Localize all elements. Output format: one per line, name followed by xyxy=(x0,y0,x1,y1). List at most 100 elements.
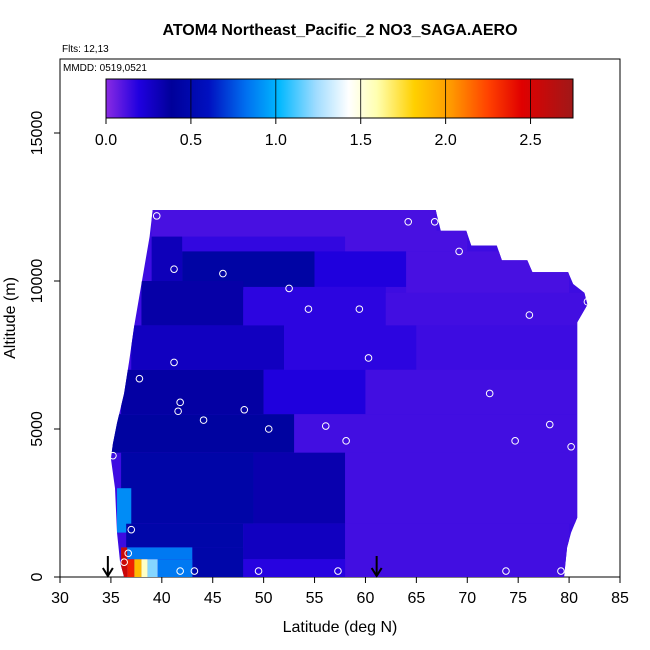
sample-point xyxy=(176,567,184,575)
heatmap-cell xyxy=(294,414,580,453)
heatmap-cell xyxy=(243,286,386,326)
sample-points xyxy=(109,212,592,575)
x-tick-label: 85 xyxy=(611,590,629,607)
sample-point xyxy=(174,407,182,416)
heatmap-cell xyxy=(284,325,417,370)
heatmap-cell xyxy=(345,452,580,524)
y-axis: 0 5000 10000 15000 xyxy=(29,111,60,581)
x-tick-label: 65 xyxy=(407,590,425,607)
y-tick-label: 5000 xyxy=(29,411,46,447)
sample-point xyxy=(219,269,227,278)
heatmap-cell xyxy=(243,523,346,560)
y-tick-label: 10000 xyxy=(29,259,46,304)
heatmap-cell xyxy=(192,547,244,577)
heatmap-cell xyxy=(385,292,588,326)
dates-label: MMDD: 0519,0521 xyxy=(63,63,147,74)
x-tick-label: 30 xyxy=(51,590,69,607)
heatmap-layer xyxy=(110,210,588,577)
heatmap-cell xyxy=(131,325,284,370)
y-tick-label: 15000 xyxy=(29,111,46,156)
heatmap-cell xyxy=(141,559,148,577)
x-tick-label: 35 xyxy=(102,590,120,607)
y-axis-label: Altitude (m) xyxy=(2,277,19,359)
sample-point xyxy=(199,416,208,424)
sample-point xyxy=(190,567,199,575)
heatmap-cell xyxy=(416,325,580,370)
sample-point xyxy=(355,305,364,313)
sample-point xyxy=(557,567,565,575)
heatmap-cell xyxy=(121,452,254,524)
heatmap-cell xyxy=(121,547,193,560)
heatmap-cell xyxy=(110,414,295,453)
sample-point xyxy=(404,218,413,226)
heatmap-cell xyxy=(243,559,346,577)
x-tick-label: 45 xyxy=(204,590,222,607)
heatmap-cell xyxy=(263,369,366,415)
x-tick-label: 70 xyxy=(458,590,476,607)
colorbar-tick-label: 2.5 xyxy=(519,132,541,149)
sample-point xyxy=(120,558,128,567)
sample-point xyxy=(511,437,519,445)
x-tick-label: 55 xyxy=(306,590,324,607)
chart-title: ATOM4 Northeast_Pacific_2 NO3_SAGA.AERO xyxy=(162,22,517,39)
sample-point xyxy=(502,567,510,575)
sample-point xyxy=(364,354,373,362)
heatmap-cell xyxy=(141,281,244,326)
sample-point xyxy=(334,567,342,575)
y-tick-label: 0 xyxy=(29,572,46,581)
heatmap-cell xyxy=(157,559,193,577)
heatmap-cell xyxy=(314,251,407,287)
colorbar-tick-label: 2.0 xyxy=(435,132,457,149)
heatmap-cell xyxy=(127,559,135,577)
sample-point xyxy=(127,525,136,534)
x-tick-label: 60 xyxy=(357,590,375,607)
sample-point xyxy=(264,425,273,433)
x-tick-label: 80 xyxy=(560,590,578,607)
sample-point xyxy=(545,420,554,429)
sample-point xyxy=(455,247,463,256)
heatmap-cell xyxy=(345,523,570,577)
colorbar-tick-label: 0.5 xyxy=(180,132,202,149)
heatmap-cell xyxy=(151,236,183,281)
sample-point xyxy=(170,358,178,367)
colorbar-gradient xyxy=(105,78,574,119)
colorbar: 0.0 0.5 1.0 1.5 2.0 2.5 xyxy=(95,78,574,149)
x-tick-label: 40 xyxy=(153,590,171,607)
heatmap-cell xyxy=(117,488,132,533)
sample-point xyxy=(176,398,184,407)
sample-point xyxy=(485,389,494,398)
sample-point xyxy=(152,212,161,220)
x-tick-label: 50 xyxy=(255,590,273,607)
sample-point xyxy=(430,218,439,226)
sample-point xyxy=(304,305,313,313)
colorbar-tick-label: 0.0 xyxy=(95,132,117,149)
flights-label: Flts: 12,13 xyxy=(62,44,109,55)
x-tick-label: 75 xyxy=(509,590,527,607)
sample-point xyxy=(170,265,178,273)
sample-point xyxy=(525,311,534,319)
sample-point xyxy=(567,442,575,451)
x-axis-label: Latitude (deg N) xyxy=(283,619,398,636)
sample-point xyxy=(342,437,350,445)
sample-point xyxy=(285,284,293,293)
flight-arrow-icon xyxy=(370,556,383,578)
flight-arrow-icon xyxy=(102,556,114,578)
heatmap-cell xyxy=(406,251,570,296)
heatmap-cell xyxy=(182,236,346,252)
sample-point xyxy=(321,422,330,430)
heatmap-cell xyxy=(345,230,468,252)
flight-arrows xyxy=(102,556,383,578)
sample-point xyxy=(240,405,249,414)
colorbar-tick-label: 1.0 xyxy=(265,132,287,149)
heatmap-cell xyxy=(147,559,158,577)
sample-point xyxy=(254,567,263,575)
sample-point xyxy=(109,451,117,460)
heatmap-cell xyxy=(134,559,142,577)
heatmap-cell xyxy=(121,369,264,415)
sample-point xyxy=(124,549,133,558)
heatmap-cell xyxy=(365,369,580,415)
x-axis: 30 35 40 45 50 55 60 65 70 75 80 85 xyxy=(51,577,629,607)
sample-point xyxy=(135,374,144,383)
heatmap-cell xyxy=(121,547,128,577)
